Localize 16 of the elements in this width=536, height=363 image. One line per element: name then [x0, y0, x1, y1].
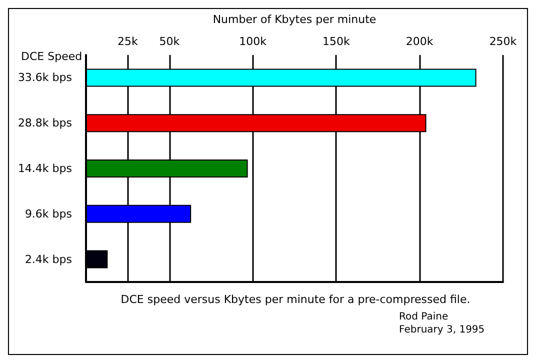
y-tick-label: 2.4k bps [24, 252, 72, 266]
x-axis-title: Number of Kbytes per minute [212, 13, 376, 26]
text: Rod Paine [399, 312, 448, 322]
y-tick-label: 9.6k bps [24, 207, 72, 220]
y-tick-label: 28.8k bps [18, 116, 72, 130]
text: DCE speed versus Kbytes per minute for a pre-compressed file. [120, 293, 470, 306]
y-tick-label: 14.4k bps [18, 162, 72, 175]
x-tick-label: 25k [118, 35, 139, 48]
x-tick-label: 150k [322, 35, 351, 48]
y-tick-label: 33.6k bps [18, 71, 72, 84]
x-tick-label: 250k [489, 35, 518, 48]
text: February 3, 1995 [399, 324, 485, 336]
x-tick-label: 50k [159, 35, 180, 48]
x-tick-label: 100k [239, 35, 268, 48]
x-tick-label: 200k [406, 35, 434, 48]
y-axis-title: DCE Speed [21, 50, 82, 63]
